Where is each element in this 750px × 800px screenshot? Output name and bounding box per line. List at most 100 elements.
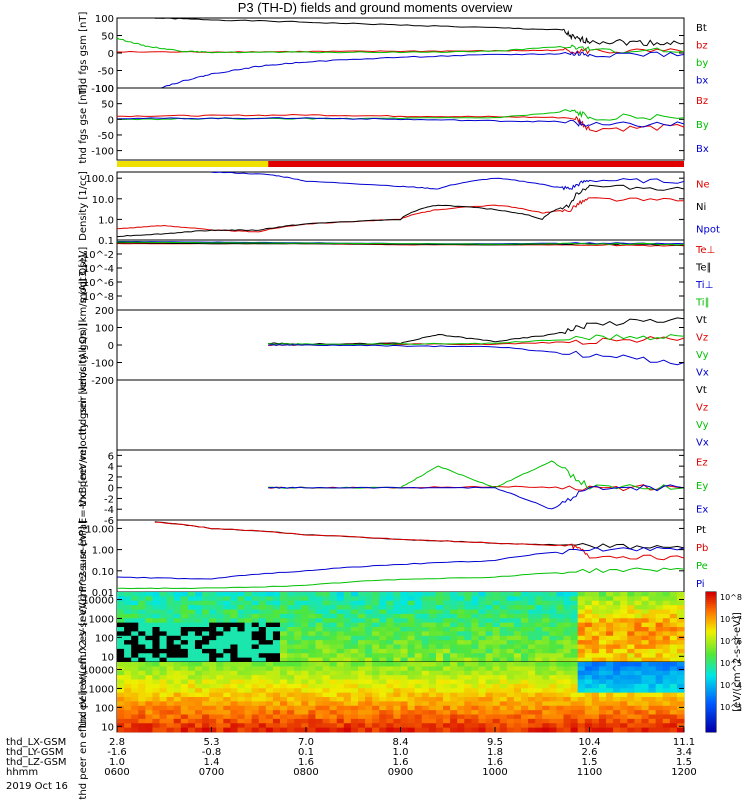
heatmap-cell	[343, 710, 352, 715]
heatmap-cell	[542, 697, 550, 702]
heatmap-cell	[443, 697, 451, 702]
heatmap-cell	[563, 648, 571, 654]
heatmap-cell	[187, 727, 196, 733]
colorbar-swatch	[706, 642, 716, 645]
heatmap-cell	[620, 701, 628, 707]
heatmap-cell	[556, 627, 564, 632]
heatmap-cell	[570, 675, 579, 680]
heatmap-cell	[606, 714, 614, 720]
heatmap-cell	[301, 710, 309, 715]
heatmap-cell	[613, 727, 621, 733]
heatmap-cell	[506, 670, 515, 676]
heatmap-cell	[549, 592, 557, 597]
heatmap-cell	[577, 688, 586, 694]
heatmap-cell	[173, 683, 182, 689]
heatmap-cell	[591, 666, 600, 672]
series-line-pressure-2	[116, 567, 685, 590]
x-tick-label: 9.5	[487, 737, 503, 748]
heatmap-cell	[549, 701, 557, 707]
heatmap-cell	[563, 596, 571, 602]
heatmap-cell	[294, 675, 302, 680]
heatmap-cell	[386, 718, 394, 724]
heatmap-cell	[499, 592, 508, 597]
heatmap-cell	[627, 609, 635, 615]
heatmap-cell	[350, 600, 359, 606]
heatmap-cell	[209, 701, 217, 707]
heatmap-cell	[443, 692, 451, 698]
heatmap-cell	[187, 635, 196, 641]
heatmap-cell	[407, 718, 416, 724]
heatmap-cell	[138, 644, 146, 650]
series-line-e_vxb-2	[268, 484, 685, 510]
colorbar-label: [eV/(cm^2-s-sr-eV)]	[732, 612, 743, 712]
heatmap-cell	[244, 727, 253, 733]
series-line-pressure-1	[154, 521, 685, 561]
heatmap-cell	[570, 618, 579, 624]
heatmap-cell	[117, 705, 125, 711]
heatmap-cell	[400, 662, 408, 667]
heatmap-cell	[124, 653, 132, 659]
heatmap-cell	[513, 701, 522, 707]
heatmap-cell	[308, 714, 316, 720]
heatmap-cell	[308, 675, 316, 680]
heatmap-cell	[350, 644, 359, 650]
heatmap-cell	[343, 666, 352, 672]
heatmap-cell	[237, 653, 245, 659]
heatmap-cell	[393, 675, 401, 680]
heatmap-cell	[315, 692, 323, 698]
heatmap-cell	[655, 635, 664, 641]
heatmap-cell	[138, 596, 146, 602]
heatmap-cell	[159, 613, 168, 619]
heatmap-cell	[294, 640, 302, 645]
heatmap-cell	[591, 635, 600, 641]
heatmap-cell	[400, 613, 408, 619]
heatmap-cell	[272, 653, 281, 659]
heatmap-cell	[294, 627, 302, 632]
heatmap-cell	[627, 627, 635, 632]
heatmap-cell	[265, 613, 274, 619]
y-tick-label: 0.10	[92, 567, 114, 578]
heatmap-cell	[287, 592, 295, 597]
heatmap-cell	[457, 622, 465, 628]
heatmap-cell	[294, 635, 302, 641]
heatmap-cell	[287, 605, 295, 610]
heatmap-cell	[598, 648, 607, 654]
heatmap-cell	[499, 692, 508, 698]
heatmap-cell	[287, 723, 295, 729]
heatmap-cell	[131, 622, 139, 628]
heatmap-cell	[131, 697, 139, 702]
colorbar-swatch	[706, 712, 716, 715]
heatmap-cell	[513, 692, 522, 698]
heatmap-cell	[528, 613, 536, 619]
heatmap-cell	[329, 718, 338, 724]
heatmap-cell	[173, 600, 182, 606]
heatmap-cell	[606, 657, 614, 663]
heatmap-cell	[471, 718, 479, 724]
heatmap-cell	[315, 592, 323, 597]
heatmap-cell	[606, 688, 614, 694]
heatmap-cell	[669, 631, 678, 637]
heatmap-cell	[492, 697, 501, 702]
heatmap-cell	[280, 592, 288, 597]
heatmap-cell	[294, 644, 302, 650]
heatmap-cell	[322, 675, 331, 680]
heatmap-cell	[272, 596, 281, 602]
heatmap-cell	[478, 701, 486, 707]
heatmap-cell	[542, 640, 550, 645]
heatmap-cell	[209, 618, 217, 624]
heatmap-cell	[570, 648, 579, 654]
heatmap-cell	[499, 618, 508, 624]
heatmap-cell	[471, 635, 479, 641]
heatmap-cell	[336, 618, 345, 624]
heatmap-cell	[258, 627, 267, 632]
heatmap-cell	[457, 670, 465, 676]
heatmap-cell	[556, 679, 564, 685]
heatmap-cell	[329, 679, 338, 685]
heatmap-cell	[549, 670, 557, 676]
heatmap-cell	[173, 605, 182, 610]
heatmap-cell	[641, 679, 649, 685]
heatmap-cell	[251, 727, 260, 733]
y-tick-label: -50	[98, 131, 114, 142]
heatmap-cell	[506, 701, 515, 707]
heatmap-cell	[598, 692, 607, 698]
